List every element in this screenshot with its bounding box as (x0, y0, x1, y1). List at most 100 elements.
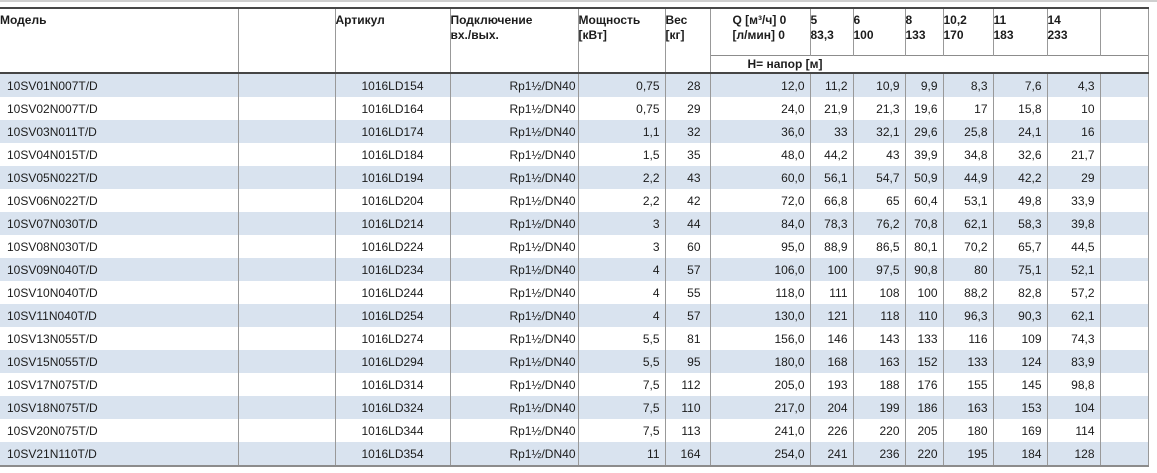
table-header: Модель Артикул Подключение вх./вых. Мощн… (0, 8, 1149, 73)
h-cell: 152 (905, 350, 944, 373)
connection-cell: Rp1½/DN40 (450, 189, 579, 212)
col-header-flow-5: 5 83,3 (810, 8, 854, 55)
model-cell: 10SV13N055T/D (0, 327, 239, 350)
weight-cell: 55 (665, 281, 711, 304)
h-cell: 124 (993, 350, 1048, 373)
empty-cell (1100, 419, 1149, 442)
power-cell: 2,2 (578, 166, 666, 189)
h-cell: 204 (810, 396, 854, 419)
h-cell: 111 (810, 281, 854, 304)
h-cell: 104 (1047, 396, 1101, 419)
flow-lmin-value: 233 (1047, 28, 1068, 42)
h-cell: 10 (1047, 97, 1101, 120)
h-cell: 146 (810, 327, 854, 350)
h-cell: 100 (810, 258, 854, 281)
flow-m3h-value: 6 (853, 13, 861, 27)
model-cell: 10SV07N030T/D (0, 212, 239, 235)
col-header-flow-zero: Q [м³/ч] 0 [л/мин] 0 (710, 8, 811, 55)
h-cell: 32,1 (853, 120, 906, 143)
flow-m3h-label: Q [м³/ч] 0 (732, 13, 787, 27)
h-cell: 168 (810, 350, 854, 373)
h-cell: 163 (943, 396, 994, 419)
empty-cell (1100, 442, 1149, 466)
table-row: 10SV13N055T/D 1016LD274 Rp1½/DN40 5,5 81 156,… (0, 327, 1149, 350)
connection-cell: Rp1½/DN40 (450, 143, 579, 166)
h-cell: 80,1 (905, 235, 944, 258)
h-cell: 118 (853, 304, 906, 327)
weight-cell: 110 (665, 396, 711, 419)
empty-cell (1100, 327, 1149, 350)
article-cell: 1016LD244 (335, 281, 451, 304)
article-cell: 1016LD174 (335, 120, 451, 143)
table-row: 10SV08N030T/D 1016LD224 Rp1½/DN40 3 60 95,0 88… (0, 235, 1149, 258)
empty-cell (1100, 396, 1149, 419)
weight-cell: 57 (665, 304, 711, 327)
h-cell: 21,3 (853, 97, 906, 120)
col-header-connection: Подключение вх./вых. (450, 8, 579, 55)
connection-cell: Rp1½/DN40 (450, 73, 579, 97)
article-cell: 1016LD324 (335, 396, 451, 419)
h-cell: 48,0 (710, 143, 811, 166)
spacer-cell (238, 327, 336, 350)
spacer-cell (238, 373, 336, 396)
empty-cell (1100, 143, 1149, 166)
power-cell: 3 (578, 212, 666, 235)
h-cell: 184 (993, 442, 1048, 466)
sub-header-spacer (665, 55, 711, 73)
h-cell: 74,3 (1047, 327, 1101, 350)
h-cell: 226 (810, 419, 854, 442)
h-cell: 96,3 (943, 304, 994, 327)
col-header-weight: Вес [кг] (665, 8, 711, 55)
article-cell: 1016LD204 (335, 189, 451, 212)
empty-cell (1100, 120, 1149, 143)
h-cell: 76,2 (853, 212, 906, 235)
h-cell: 90,8 (905, 258, 944, 281)
flow-lmin-value: 133 (905, 28, 926, 42)
col-header-flow-14: 14 233 (1047, 8, 1101, 55)
empty-cell (1100, 97, 1149, 120)
h-cell: 86,5 (853, 235, 906, 258)
power-cell: 2,2 (578, 189, 666, 212)
h-cell: 24,0 (710, 97, 811, 120)
h-cell: 98,8 (1047, 373, 1101, 396)
connection-label-line1: Подключение (450, 13, 533, 27)
h-cell: 44,2 (810, 143, 854, 166)
h-cell: 60,4 (905, 189, 944, 212)
power-cell: 7,5 (578, 396, 666, 419)
h-cell: 60,0 (710, 166, 811, 189)
spacer-cell (238, 189, 336, 212)
spacer-cell (238, 120, 336, 143)
sub-header-row: Н= напор [м] (0, 54, 1149, 73)
weight-cell: 113 (665, 419, 711, 442)
article-cell: 1016LD294 (335, 350, 451, 373)
h-cell: 66,8 (810, 189, 854, 212)
article-cell: 1016LD274 (335, 327, 451, 350)
weight-cell: 112 (665, 373, 711, 396)
h-cell: 16 (1047, 120, 1101, 143)
h-cell: 176 (905, 373, 944, 396)
flow-lmin-label: [л/мин] 0 (732, 28, 785, 42)
col-header-spacer (238, 8, 336, 55)
power-label-line1: Мощность (578, 13, 641, 27)
weight-cell: 43 (665, 166, 711, 189)
table-row: 10SV10N040T/D 1016LD244 Rp1½/DN40 4 55 118,0 1… (0, 281, 1149, 304)
h-cell: 108 (853, 281, 906, 304)
h-cell: 199 (853, 396, 906, 419)
h-cell: 186 (905, 396, 944, 419)
empty-cell (1100, 350, 1149, 373)
table-row: 10SV02N007T/D 1016LD164 Rp1½/DN40 0,75 29 24,… (0, 97, 1149, 120)
power-cell: 1,5 (578, 143, 666, 166)
h-cell: 44,5 (1047, 235, 1101, 258)
h-cell: 88,2 (943, 281, 994, 304)
spacer-cell (238, 281, 336, 304)
power-cell: 5,5 (578, 327, 666, 350)
h-cell: 254,0 (710, 442, 811, 466)
power-cell: 3 (578, 235, 666, 258)
table-row: 10SV03N011T/D 1016LD174 Rp1½/DN40 1,1 32 36,0… (0, 120, 1149, 143)
col-header-article: Артикул (335, 8, 451, 55)
h-cell: 241,0 (710, 419, 811, 442)
model-cell: 10SV21N110T/D (0, 442, 239, 466)
table-row: 10SV07N030T/D 1016LD214 Rp1½/DN40 3 44 84,0 78… (0, 212, 1149, 235)
model-cell: 10SV02N007T/D (0, 97, 239, 120)
h-cell: 80 (943, 258, 994, 281)
